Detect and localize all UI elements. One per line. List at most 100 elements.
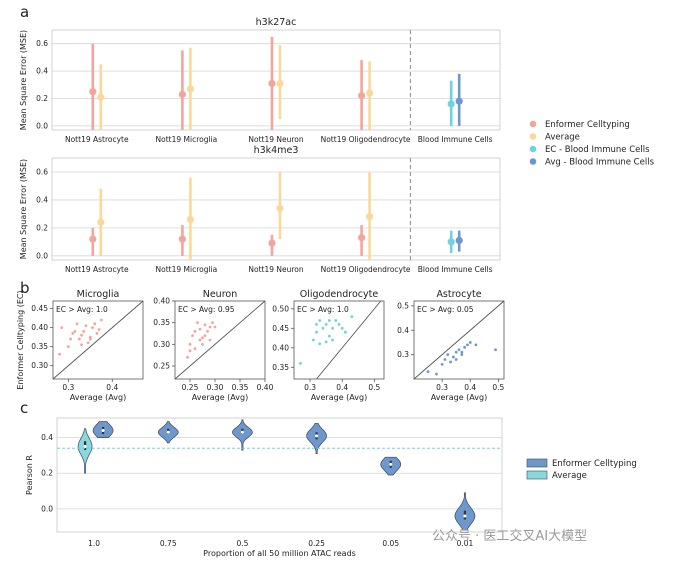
data-point <box>276 79 284 88</box>
y-axis-label: Mean Square Error (MSE) <box>19 30 28 130</box>
data-point <box>268 239 276 247</box>
y-tick-label: 0.2 <box>41 469 53 478</box>
y-axis-label: Enformer Celltyping (EC) <box>16 290 25 389</box>
y-tick-label: 0.6 <box>36 167 48 176</box>
chart-oligodendrocyte: Oligodendrocyte EC > Avg: 1.0 0.3 0.4 0.5 0.3… <box>272 289 385 402</box>
data-point <box>188 342 192 346</box>
y-tick-label: 0.35 <box>153 318 170 327</box>
x-tick-label: 0.25 <box>308 539 325 548</box>
data-point <box>186 85 194 93</box>
plot-frame <box>174 300 266 380</box>
legend-marker <box>529 133 537 140</box>
x-tick-label: 0.4 <box>336 383 348 392</box>
data-point <box>186 215 194 224</box>
data-point <box>435 372 438 376</box>
chart-title: Neuron <box>203 289 238 300</box>
x-tick-label: 0.5 <box>236 539 248 548</box>
legend-label: Average <box>545 133 580 143</box>
data-point <box>77 337 81 341</box>
watermark-text: 公众号 · 医工交叉AI大模型 <box>432 528 587 544</box>
y-tick-label: 0.30 <box>31 361 48 370</box>
x-tick-label: 0.25 <box>182 383 199 392</box>
data-point <box>97 218 105 226</box>
data-point <box>208 325 212 329</box>
data-point <box>178 90 186 98</box>
legend-label: Enformer Celltyping <box>545 120 630 130</box>
data-point <box>327 334 331 338</box>
diagonal-line <box>316 300 382 380</box>
data-point <box>454 358 458 361</box>
x-tick-label: Blood Immune Cells <box>418 135 493 144</box>
y-tick-label: 0.35 <box>31 342 48 351</box>
data-point <box>457 348 461 352</box>
data-point <box>73 330 77 333</box>
chart-microglia: Microglia EC > Avg: 1.0 0.3 0.4 0.30 0.35 0.40… <box>16 289 144 402</box>
data-point <box>358 92 366 100</box>
y-tick-label: 0.4 <box>41 433 53 442</box>
data-point <box>299 362 302 365</box>
data-point <box>206 329 209 333</box>
y-tick-label: 0.30 <box>153 340 170 349</box>
panel-label-c: c <box>20 399 28 417</box>
data-point <box>463 345 467 349</box>
plot-frame <box>56 417 503 533</box>
data-point <box>468 341 472 344</box>
y-tick-label: 0.4 <box>36 195 48 204</box>
y-tick-label: 0.40 <box>272 343 289 352</box>
data-point <box>208 338 212 342</box>
data-point <box>75 322 79 326</box>
x-tick-label: Nott19 Oligodendrocyte <box>321 265 411 274</box>
y-tick-label: 0.25 <box>153 362 170 371</box>
plot-frame <box>51 157 501 261</box>
diagonal-line <box>52 300 144 380</box>
data-point <box>449 360 452 364</box>
data-point <box>337 323 341 326</box>
data-point <box>460 353 464 357</box>
plot-frame <box>51 29 501 131</box>
y-tick-label: 0.40 <box>153 297 170 306</box>
x-tick-label: 1.0 <box>88 539 100 548</box>
x-tick-label: 0.5 <box>368 383 380 392</box>
data-point <box>198 338 202 342</box>
chart-astrocyte: Astrocyte EC > Avg: 0.05 0.3 0.4 0.5 0.3 0.4 0.… <box>397 289 504 402</box>
data-point <box>66 345 70 349</box>
data-point <box>366 213 374 221</box>
data-point <box>446 353 450 357</box>
data-point <box>89 88 97 96</box>
y-tick-label: 0.50 <box>272 304 289 313</box>
data-point <box>91 326 94 330</box>
x-tick-label: 0.30 <box>207 383 224 392</box>
data-point <box>474 343 478 347</box>
data-point <box>451 355 455 359</box>
x-tick-label: 0.05 <box>382 539 399 548</box>
x-tick-label: 0.5 <box>492 383 504 392</box>
legend-label: Enformer Celltyping <box>552 459 637 469</box>
x-axis-label: Proportion of all 50 million ATAC reads <box>203 549 356 558</box>
y-tick-label: 0.40 <box>31 323 48 332</box>
violin-median <box>389 462 393 466</box>
data-point <box>315 323 318 326</box>
x-tick-label: 0.40 <box>257 383 274 392</box>
data-point <box>331 326 334 330</box>
legend-marker <box>529 120 537 128</box>
data-point <box>84 324 88 328</box>
data-point <box>191 334 194 338</box>
x-tick-label: Nott19 Oligodendrocyte <box>321 135 411 144</box>
violin-median <box>240 430 244 434</box>
data-point <box>466 343 469 347</box>
y-tick-label: 0.4 <box>36 67 48 76</box>
legend-marker <box>529 145 537 153</box>
data-point <box>193 347 197 351</box>
legend-label: Avg - Blood Immune Cells <box>545 158 655 168</box>
data-point <box>318 319 322 322</box>
data-point <box>440 362 444 366</box>
data-point <box>447 238 455 246</box>
y-tick-label: 0.5 <box>397 301 409 310</box>
data-point <box>327 319 331 322</box>
data-point <box>334 319 338 322</box>
y-tick-label: 0.2 <box>36 223 48 232</box>
legend-marker <box>526 458 548 468</box>
x-tick-label: Nott19 Microglia <box>156 265 218 274</box>
data-point <box>455 236 463 245</box>
